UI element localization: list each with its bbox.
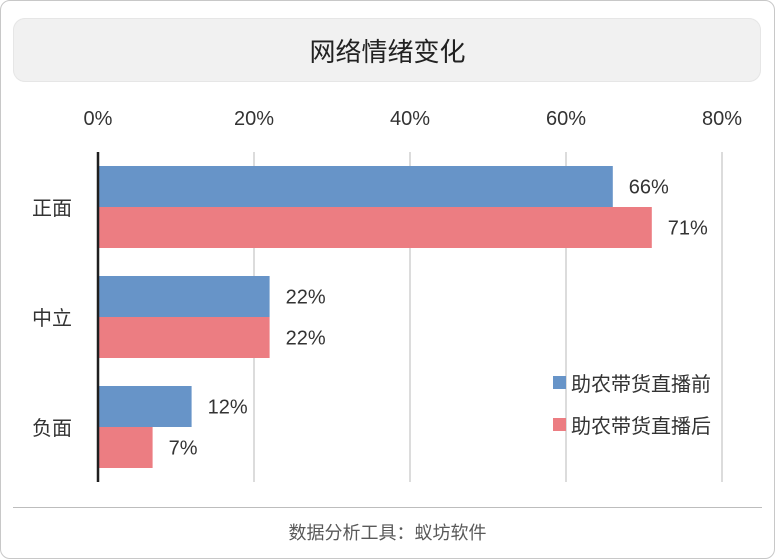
legend-swatch [553,418,566,431]
x-tick-label: 40% [390,108,430,130]
legend-swatch [553,376,566,389]
data-label: 7% [169,438,198,460]
chart-title: 网络情绪变化 [309,38,466,68]
footer-divider [13,507,762,508]
data-label: 66% [629,177,669,199]
x-tick-label: 80% [702,108,742,130]
data-label: 22% [286,287,326,309]
x-tick-label: 20% [234,108,274,130]
bar-after [98,317,270,358]
data-labels: 66% 71% 22% 22% 12% 7% [169,177,708,460]
bar-after [98,427,153,468]
legend-label: 助农带货直播前 [571,372,711,396]
bar-before [98,386,192,427]
bar-after [98,207,652,248]
bar-before [98,276,270,317]
category-label: 负面 [32,416,72,440]
data-label: 12% [208,397,248,419]
x-tick-label: 0% [84,108,113,130]
x-tick-label: 60% [546,108,586,130]
footer-credit: 数据分析工具：蚁坊软件 [288,523,487,544]
bar-before [98,166,613,207]
category-label: 中立 [32,306,72,330]
data-label: 71% [668,218,708,240]
category-label: 正面 [32,196,72,220]
title-panel [13,18,761,82]
bars [98,166,652,468]
legend-label: 助农带货直播后 [571,414,711,438]
data-label: 22% [286,328,326,350]
x-axis-ticks: 0% 20% 40% 60% 80% [84,108,743,130]
